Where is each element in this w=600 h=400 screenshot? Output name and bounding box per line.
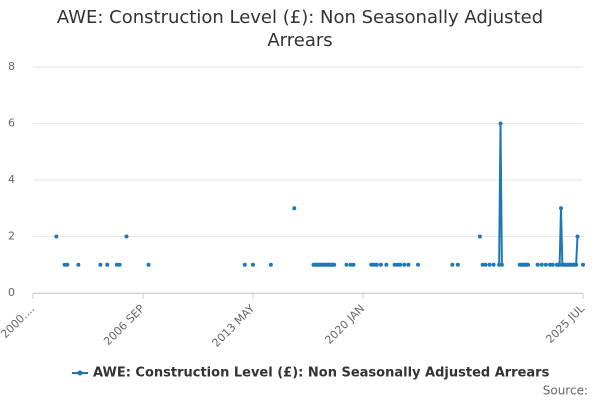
point — [539, 262, 544, 267]
x-tick-label: 2013 MAY — [210, 302, 258, 350]
point — [550, 262, 555, 267]
chart-title: AWE: Construction Level (£): Non Seasona… — [56, 7, 544, 51]
point — [450, 262, 455, 267]
point — [497, 262, 502, 267]
point — [455, 262, 460, 267]
point — [416, 262, 420, 267]
point — [54, 234, 59, 239]
point — [395, 262, 400, 267]
point — [406, 262, 411, 267]
y-tick-label: 8 — [8, 60, 15, 73]
x-tick-label: 2020 JAN — [322, 302, 367, 347]
x-tick-label: 2006 SEP — [101, 302, 147, 348]
point — [351, 262, 356, 267]
point — [548, 262, 552, 267]
source: Source: — [543, 384, 588, 398]
point — [483, 262, 488, 267]
point — [487, 262, 492, 267]
point — [526, 262, 530, 267]
point — [535, 262, 540, 267]
y-tick-label: 6 — [8, 117, 15, 130]
point — [98, 262, 103, 267]
point — [398, 262, 403, 267]
point — [477, 234, 482, 239]
point — [65, 262, 70, 267]
point — [117, 262, 122, 267]
series-line — [314, 124, 584, 265]
y-tick-label: 0 — [8, 286, 15, 299]
point — [114, 262, 119, 267]
y-tick-label: 2 — [8, 230, 15, 243]
point — [480, 262, 485, 267]
point — [344, 262, 349, 267]
point — [575, 234, 580, 239]
point — [384, 262, 389, 267]
point — [491, 262, 496, 267]
point — [374, 262, 379, 267]
point — [369, 262, 374, 267]
y-tick-label: 4 — [8, 173, 15, 186]
point — [402, 262, 407, 267]
point — [378, 262, 383, 267]
point — [292, 206, 297, 211]
point — [557, 262, 562, 267]
point — [499, 262, 504, 267]
point — [76, 262, 81, 267]
x-tick-label: 2000.... — [0, 302, 37, 341]
point — [251, 262, 255, 267]
point — [574, 262, 579, 267]
legend-label: AWE: Construction Level (£): Non Seasona… — [93, 366, 550, 381]
point — [392, 262, 397, 267]
point — [268, 262, 273, 267]
point — [146, 262, 151, 267]
point — [498, 121, 503, 126]
point — [348, 262, 353, 267]
point — [559, 206, 563, 211]
point — [543, 262, 548, 267]
point — [105, 262, 110, 267]
x-tick-label: 2025 JUL — [543, 301, 587, 345]
point — [242, 262, 247, 267]
point — [62, 262, 67, 267]
point — [372, 262, 376, 267]
point — [581, 262, 585, 267]
legend-marker — [77, 370, 83, 376]
point — [332, 262, 337, 267]
point — [124, 234, 129, 239]
